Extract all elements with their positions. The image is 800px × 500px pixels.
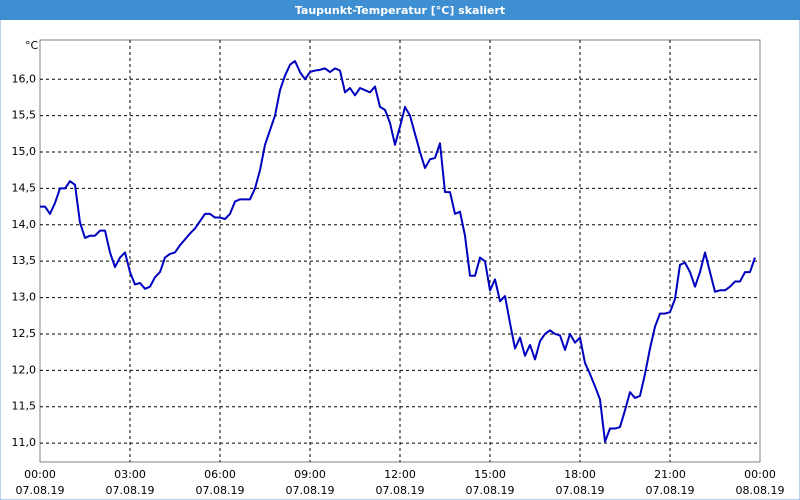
x-tick-date: 08.08.19: [736, 484, 785, 497]
x-tick-label: 09:00: [294, 468, 326, 481]
x-tick-date: 07.08.19: [556, 484, 605, 497]
x-tick-label: 12:00: [384, 468, 416, 481]
y-tick-label: 12,0: [12, 363, 37, 376]
y-tick-label: 16,0: [12, 72, 37, 85]
title-bar: [0, 0, 800, 20]
window-title: Taupunkt-Temperatur [°C] skaliert: [295, 4, 505, 17]
y-tick-label: 15,0: [12, 145, 37, 158]
x-tick-label: 15:00: [474, 468, 506, 481]
x-tick-date: 07.08.19: [646, 484, 695, 497]
x-tick-label: 18:00: [564, 468, 596, 481]
y-tick-label: 11,5: [12, 400, 37, 413]
y-unit: °C: [25, 39, 39, 52]
x-tick-label: 03:00: [114, 468, 146, 481]
y-tick-label: 15,5: [12, 109, 37, 122]
x-tick-label: 06:00: [204, 468, 236, 481]
x-tick-date: 07.08.19: [196, 484, 245, 497]
x-tick-date: 07.08.19: [376, 484, 425, 497]
y-tick-label: 11,0: [12, 436, 37, 449]
y-tick-label: 13,5: [12, 254, 37, 267]
y-tick-label: 12,5: [12, 327, 37, 340]
x-tick-label: 21:00: [654, 468, 686, 481]
y-tick-label: 14,5: [12, 181, 37, 194]
x-tick-date: 07.08.19: [16, 484, 65, 497]
y-tick-label: 13,0: [12, 291, 37, 304]
x-tick-date: 07.08.19: [106, 484, 155, 497]
x-tick-label: 00:00: [744, 468, 776, 481]
x-tick-label: 00:00: [24, 468, 56, 481]
x-tick-date: 07.08.19: [286, 484, 335, 497]
y-tick-label: 14,0: [12, 218, 37, 231]
data-line: [40, 60, 756, 443]
x-tick-date: 07.08.19: [466, 484, 515, 497]
